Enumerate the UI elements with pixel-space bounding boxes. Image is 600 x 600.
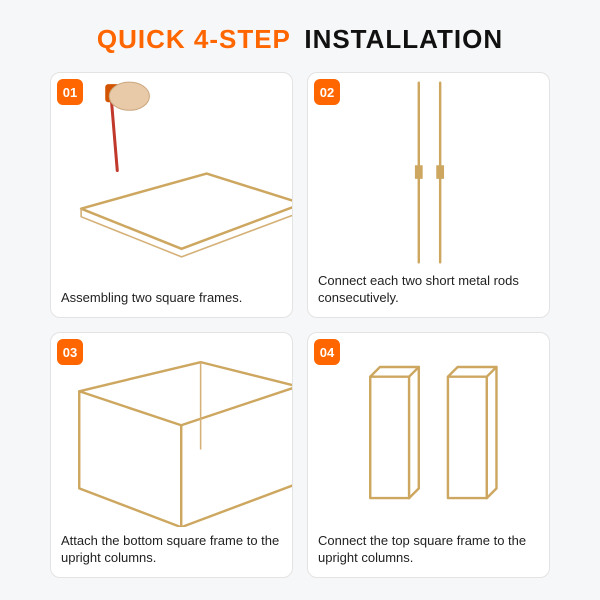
title-highlight: QUICK 4-STEP <box>97 24 291 55</box>
rods-illustration-icon <box>308 73 549 267</box>
step-caption: Assembling two square frames. <box>51 284 292 317</box>
step-card: 03 Attach the bottom square frame to the… <box>50 332 293 578</box>
step-illustration <box>308 73 549 267</box>
step-badge: 04 <box>314 339 340 365</box>
box-frame-illustration-icon <box>51 333 292 527</box>
title: QUICK 4-STEP INSTALLATION <box>0 24 600 55</box>
step-badge: 02 <box>314 79 340 105</box>
step-caption: Attach the bottom square frame to the up… <box>51 527 292 577</box>
step-illustration <box>51 73 292 284</box>
step-caption: Connect each two short metal rods consec… <box>308 267 549 317</box>
step-illustration <box>308 333 549 527</box>
step-card: 02 Connect each two short metal rods con… <box>307 72 550 318</box>
frame-illustration-icon <box>51 73 292 284</box>
step-caption: Connect the top square frame to the upri… <box>308 527 549 577</box>
step-card: 04 Connect the top square frame to the u… <box>307 332 550 578</box>
stands-illustration-icon <box>308 333 549 527</box>
step-illustration <box>51 333 292 527</box>
step-card: 01 Assembling two square frames. <box>50 72 293 318</box>
title-rest: INSTALLATION <box>304 24 503 55</box>
step-badge: 01 <box>57 79 83 105</box>
step-badge: 03 <box>57 339 83 365</box>
steps-grid: 01 Assembling two square frames. 02 <box>50 72 550 578</box>
